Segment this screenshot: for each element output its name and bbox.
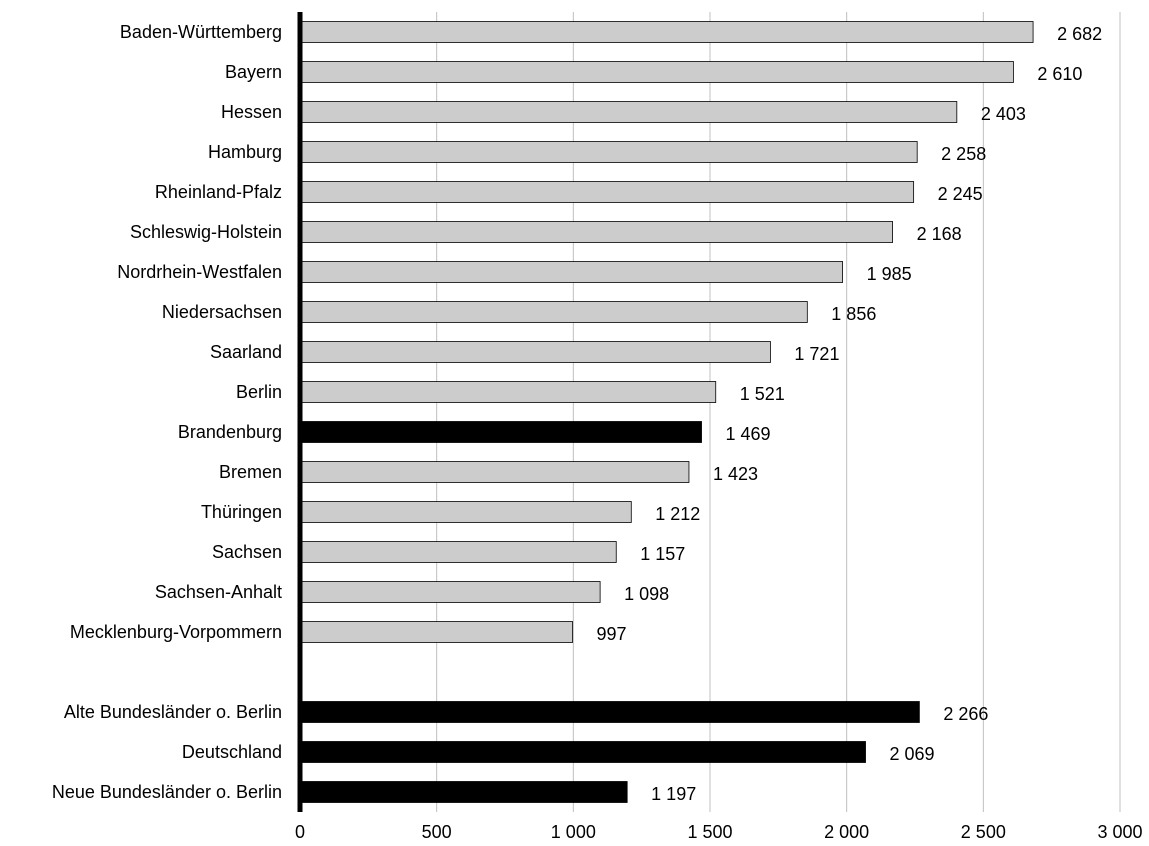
bar-sachsen: [299, 541, 617, 563]
bar-mecklenburg-vorpommern: [299, 621, 573, 643]
category-label-brandenburg: Brandenburg: [178, 422, 282, 442]
category-label-schleswig-holstein: Schleswig-Holstein: [130, 222, 282, 242]
category-label-hessen: Hessen: [221, 102, 282, 122]
value-label-sachsen-anhalt: 1 098: [624, 584, 669, 604]
value-label-berlin: 1 521: [740, 384, 785, 404]
category-label-hamburg: Hamburg: [208, 142, 282, 162]
bar-neue-bundeslaender-o-berlin: [299, 781, 628, 803]
category-label-thueringen: Thüringen: [201, 502, 282, 522]
bar-niedersachsen: [299, 301, 808, 323]
category-label-saarland: Saarland: [210, 342, 282, 362]
bar-saarland: [299, 341, 771, 363]
x-tick-label-1500: 1 500: [687, 822, 732, 842]
category-label-alte-bundeslaender-o-berlin: Alte Bundesländer o. Berlin: [64, 702, 282, 722]
category-label-bremen: Bremen: [219, 462, 282, 482]
bar-bremen: [299, 461, 690, 483]
value-label-schleswig-holstein: 2 168: [917, 224, 962, 244]
bar-baden-wuerttemberg: [299, 21, 1034, 43]
value-label-thueringen: 1 212: [655, 504, 700, 524]
bar-deutschland: [299, 741, 866, 763]
value-label-neue-bundeslaender-o-berlin: 1 197: [651, 784, 696, 804]
category-label-berlin: Berlin: [236, 382, 282, 402]
bar-schleswig-holstein: [299, 221, 893, 243]
value-label-bayern: 2 610: [1037, 64, 1082, 84]
value-label-hamburg: 2 258: [941, 144, 986, 164]
category-label-neue-bundeslaender-o-berlin: Neue Bundesländer o. Berlin: [52, 782, 282, 802]
bars: [299, 21, 1034, 803]
category-labels: Baden-Württemberg Bayern Hessen Hamburg Rhei…: [52, 22, 282, 802]
category-label-sachsen: Sachsen: [212, 542, 282, 562]
x-tick-label-0: 0: [295, 822, 305, 842]
value-label-saarland: 1 721: [794, 344, 839, 364]
category-label-rheinland-pfalz: Rheinland-Pfalz: [155, 182, 282, 202]
bar-hamburg: [299, 141, 918, 163]
value-label-nordrhein-westfalen: 1 985: [867, 264, 912, 284]
x-tick-label-2000: 2 000: [824, 822, 869, 842]
category-label-baden-wuerttemberg: Baden-Württemberg: [120, 22, 282, 42]
value-label-mecklenburg-vorpommern: 997: [597, 624, 627, 644]
x-tick-label-3000: 3 000: [1097, 822, 1142, 842]
value-label-alte-bundeslaender-o-berlin: 2 266: [943, 704, 988, 724]
x-tick-labels: 0 500 1 000 1 500 2 000 2 500 3 000: [295, 822, 1143, 842]
x-tick-label-2500: 2 500: [961, 822, 1006, 842]
bar-sachsen-anhalt: [299, 581, 601, 603]
bar-hessen: [299, 101, 958, 123]
value-label-baden-wuerttemberg: 2 682: [1057, 24, 1102, 44]
category-label-deutschland: Deutschland: [182, 742, 282, 762]
value-label-deutschland: 2 069: [890, 744, 935, 764]
x-tick-label-1000: 1 000: [551, 822, 596, 842]
category-label-bayern: Bayern: [225, 62, 282, 82]
value-label-rheinland-pfalz: 2 245: [938, 184, 983, 204]
value-label-hessen: 2 403: [981, 104, 1026, 124]
bar-nordrhein-westfalen: [299, 261, 843, 283]
value-label-bremen: 1 423: [713, 464, 758, 484]
value-label-niedersachsen: 1 856: [831, 304, 876, 324]
bar-brandenburg: [299, 421, 702, 443]
x-tick-label-500: 500: [422, 822, 452, 842]
grid-lines: [436, 12, 1121, 812]
bar-thueringen: [299, 501, 632, 523]
value-label-brandenburg: 1 469: [726, 424, 771, 444]
category-label-mecklenburg-vorpommern: Mecklenburg-Vorpommern: [70, 622, 282, 642]
bar-rheinland-pfalz: [299, 181, 915, 203]
bar-berlin: [299, 381, 717, 403]
bar-alte-bundeslaender-o-berlin: [299, 701, 920, 723]
category-label-nordrhein-westfalen: Nordrhein-Westfalen: [117, 262, 282, 282]
category-label-niedersachsen: Niedersachsen: [162, 302, 282, 322]
value-label-sachsen: 1 157: [640, 544, 685, 564]
bar-bayern: [299, 61, 1014, 83]
category-label-sachsen-anhalt: Sachsen-Anhalt: [155, 582, 282, 602]
